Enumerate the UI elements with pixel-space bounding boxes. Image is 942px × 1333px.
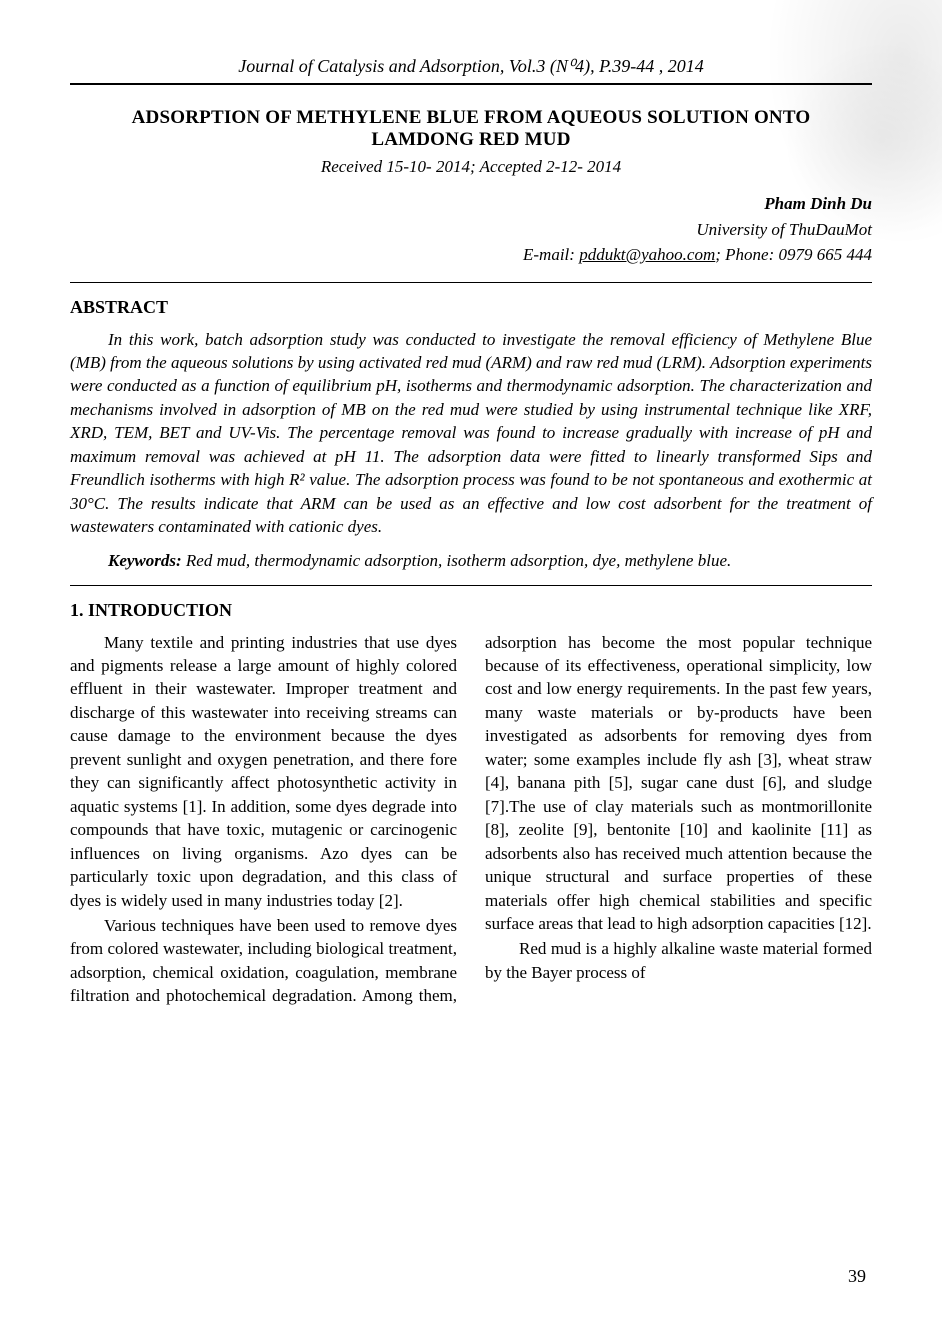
author-affiliation: University of ThuDauMot <box>70 217 872 243</box>
header-rule <box>70 83 872 85</box>
intro-paragraph: Red mud is a highly alkaline waste mater… <box>485 937 872 984</box>
journal-header: Journal of Catalysis and Adsorption, Vol… <box>70 56 872 77</box>
abstract-body: In this work, batch adsorption study was… <box>70 328 872 539</box>
author-name: Pham Dinh Du <box>70 191 872 217</box>
phone-label: ; Phone: <box>715 245 778 264</box>
body-columns: Many textile and printing industries tha… <box>70 631 872 1008</box>
article-title: ADSORPTION OF METHYLENE BLUE FROM AQUEOU… <box>80 107 862 151</box>
abstract-heading: ABSTRACT <box>70 297 872 318</box>
author-phone: 0979 665 444 <box>779 245 873 264</box>
keywords-label: Keywords: <box>108 551 186 570</box>
author-block: Pham Dinh Du University of ThuDauMot E-m… <box>70 191 872 268</box>
intro-paragraph: Many textile and printing industries tha… <box>70 631 457 912</box>
article-dates: Received 15-10- 2014; Accepted 2-12- 201… <box>70 157 872 177</box>
keywords-line: Keywords: Red mud, thermodynamic adsorpt… <box>70 551 872 571</box>
author-email: pddukt@yahoo.com <box>579 245 715 264</box>
divider-rule-2 <box>70 585 872 586</box>
introduction-heading: 1. INTRODUCTION <box>70 600 872 621</box>
keywords-text: Red mud, thermodynamic adsorption, isoth… <box>186 551 731 570</box>
email-label: E-mail: <box>523 245 579 264</box>
divider-rule-1 <box>70 282 872 283</box>
page: Journal of Catalysis and Adsorption, Vol… <box>0 0 942 1333</box>
author-contact: E-mail: pddukt@yahoo.com; Phone: 0979 66… <box>70 242 872 268</box>
page-number: 39 <box>848 1266 866 1287</box>
